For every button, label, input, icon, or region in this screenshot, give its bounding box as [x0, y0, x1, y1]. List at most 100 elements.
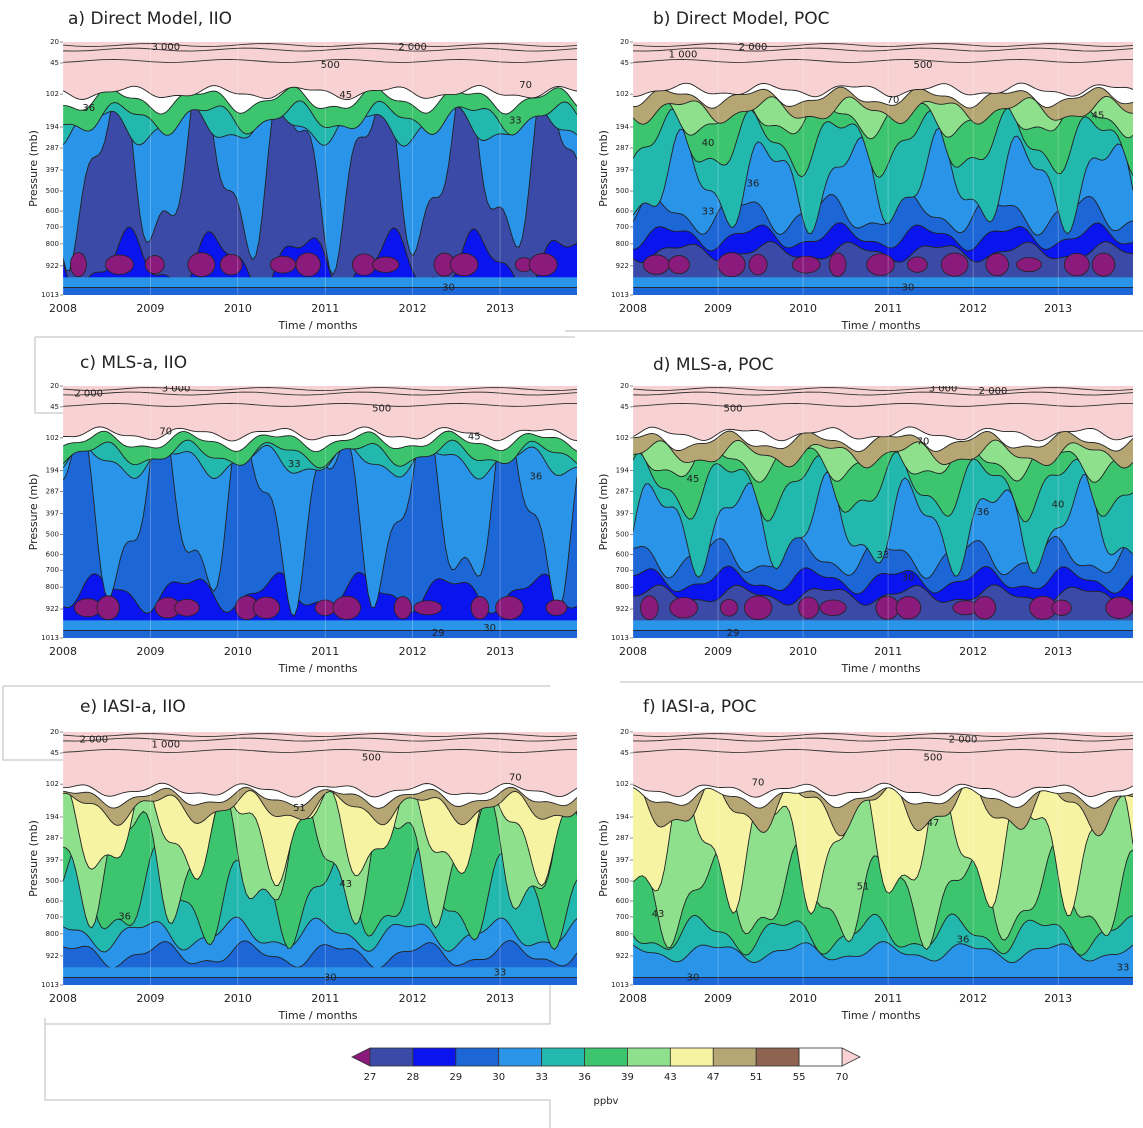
- x-tick-label: 2011: [874, 302, 902, 315]
- y-tick-label: 1013: [41, 981, 59, 989]
- field-strip: [633, 277, 1133, 288]
- contour-band: [63, 732, 577, 798]
- x-tick-label: 2008: [619, 302, 647, 315]
- blob: [413, 600, 443, 616]
- colorbar-box: [755, 1047, 800, 1067]
- colorbar-under: [351, 1047, 371, 1067]
- y-tick-label: 194: [616, 467, 630, 475]
- y-tick-label: 500: [616, 187, 629, 195]
- contour-line: [63, 85, 577, 101]
- contour-field: 2 000 1 000 500 70 51 43 36 33 30: [63, 732, 577, 985]
- y-tick-label: 800: [46, 240, 59, 248]
- x-tick-label: 2008: [619, 645, 647, 658]
- contour-line: [63, 387, 577, 391]
- contour-line: [633, 782, 1133, 798]
- y-tick-label: 194: [46, 467, 60, 475]
- blob: [866, 253, 895, 276]
- contour-label: 2 000: [80, 735, 109, 746]
- contour-label: 2 000: [949, 735, 978, 746]
- contour-line: [633, 47, 1133, 52]
- y-tick-label: 287: [616, 144, 629, 152]
- y-tick-label: 397: [46, 166, 59, 174]
- field-strip: [63, 630, 577, 638]
- x-tick-label: 2009: [704, 645, 732, 658]
- contour-line: [633, 107, 1133, 178]
- colorbar-tick-label: 29: [449, 1072, 462, 1083]
- contour-label: 500: [913, 60, 932, 71]
- contour-line: [633, 59, 1133, 63]
- panel: 2 000 500 70 47 51 43 36 33 30 2008 2009 2010 2011 20…: [597, 697, 1133, 1022]
- contour-line: [633, 95, 1133, 125]
- colorbar: 27 28 29 30 33 36 39 43 47 51 55 70 ppbv: [351, 1047, 861, 1107]
- contour-band: [633, 42, 1133, 97]
- x-tick-label: 2010: [224, 645, 252, 658]
- contour-line: [633, 127, 1133, 235]
- field-strip: [633, 620, 1133, 631]
- y-tick-label: 102: [616, 90, 629, 98]
- contour-label: 33: [702, 207, 715, 218]
- contour-line: [633, 439, 1133, 469]
- blob: [393, 596, 412, 620]
- contour-line: [63, 786, 577, 809]
- contour-label: 30: [483, 623, 496, 634]
- blob: [973, 596, 997, 620]
- contour-label: 36: [118, 912, 131, 923]
- blob: [372, 256, 400, 273]
- contour-label: 70: [752, 778, 765, 789]
- y-tick-label: 600: [616, 897, 629, 905]
- panel-title: e) IASI-a, IIO: [80, 697, 186, 717]
- contour-line: [63, 104, 577, 147]
- contour-line: [633, 471, 1133, 579]
- blob: [940, 252, 969, 277]
- y-tick-label: 45: [620, 749, 629, 757]
- x-axis-label: Time / months: [277, 319, 357, 332]
- blob: [717, 252, 746, 277]
- contour-field: 3 000 2 000 500 70 45 36 33 30: [63, 42, 577, 295]
- field-strip: [633, 967, 1133, 978]
- contour-label: 70: [887, 95, 900, 106]
- contour-label: 36: [977, 507, 990, 518]
- x-tick-label: 2008: [49, 645, 77, 658]
- blob: [252, 596, 281, 619]
- x-tick-label: 2011: [874, 645, 902, 658]
- blob: [720, 598, 739, 617]
- x-tick-label: 2013: [1044, 645, 1072, 658]
- contour-field: 2 000 500 70 47 51 43 36 33 30: [633, 732, 1133, 985]
- y-tick-label: 45: [50, 749, 59, 757]
- y-tick-label: 287: [46, 488, 59, 496]
- y-axis-label: Pressure (mb): [27, 474, 40, 551]
- field-strip: [63, 620, 577, 631]
- y-tick-label: 800: [46, 583, 59, 591]
- field-strip: [63, 287, 577, 295]
- panel: 3 000 2 000 500 70 45 36 33 30 2008 2009 2010 2011 2…: [27, 9, 577, 332]
- contour-line: [633, 402, 1133, 407]
- contour-label: 33: [877, 550, 890, 561]
- blob: [219, 253, 243, 276]
- colorbar-tick-label: 55: [793, 1072, 806, 1083]
- colorbar-box: [669, 1047, 714, 1067]
- y-tick-label: 194: [616, 123, 630, 131]
- x-tick-label: 2010: [224, 992, 252, 1005]
- x-tick-label: 2008: [49, 992, 77, 1005]
- colorbar-tick-label: 33: [535, 1072, 548, 1083]
- contour-label: 29: [727, 628, 740, 639]
- x-tick-label: 2011: [311, 992, 339, 1005]
- blob: [907, 256, 928, 273]
- contour-label: 1 000: [151, 740, 180, 751]
- colorbar-box: [584, 1047, 628, 1067]
- contour-line: [633, 391, 1133, 396]
- panel-title: a) Direct Model, IIO: [68, 9, 232, 29]
- y-tick-label: 500: [616, 530, 629, 538]
- y-tick-label: 102: [616, 434, 629, 442]
- contour-label: 51: [857, 881, 870, 892]
- x-tick-label: 2009: [136, 645, 164, 658]
- y-tick-label: 194: [616, 813, 630, 821]
- y-tick-label: 1013: [41, 291, 59, 299]
- blob: [144, 255, 165, 275]
- contour-line: [63, 843, 577, 951]
- blob: [1051, 599, 1072, 616]
- colorbar-box: [369, 1047, 414, 1067]
- y-tick-label: 922: [616, 952, 629, 960]
